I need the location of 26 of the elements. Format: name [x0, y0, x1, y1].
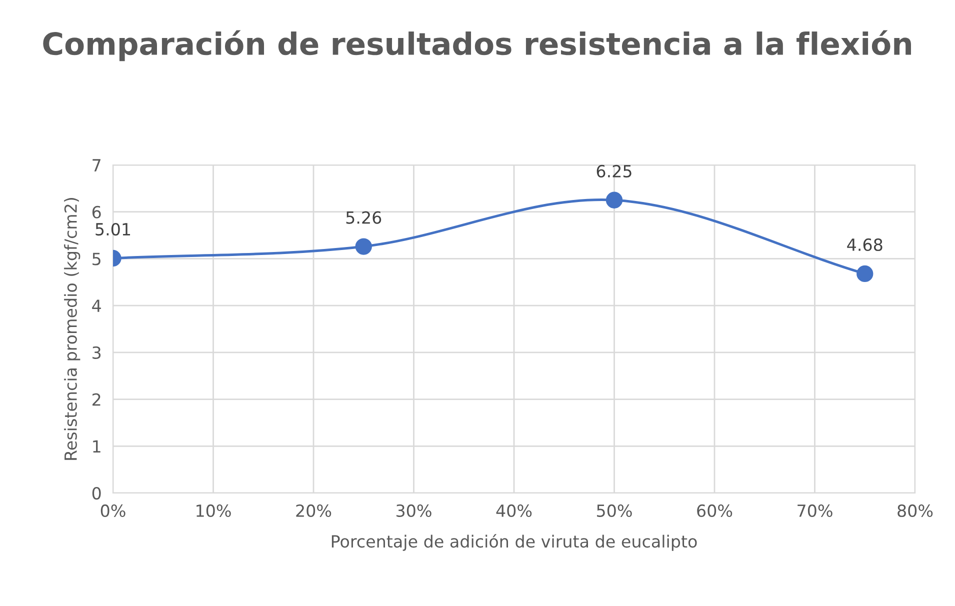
data-label: 4.68: [847, 238, 882, 252]
x-tick-label: 80%: [898, 504, 933, 518]
y-tick-label: 3: [92, 346, 101, 359]
x-tick-label: 10%: [196, 504, 231, 518]
y-tick-label: 7: [92, 159, 100, 172]
y-axis-title: Resistencia promedio (kgf/cm2): [64, 198, 80, 460]
y-tick-label: 5: [92, 252, 100, 266]
chart-title: Comparación de resultados resistencia a la flexión: [43, 30, 911, 62]
data-label: 5.01: [96, 222, 130, 236]
y-tick-label: 4: [92, 300, 101, 312]
x-tick-label: 70%: [798, 504, 832, 518]
y-tick-label: 0: [92, 486, 101, 500]
point: [856, 265, 874, 282]
point: [606, 192, 623, 208]
data-label: 6.25: [596, 164, 632, 178]
y-tick-label: 1: [93, 440, 100, 452]
x-axis-title: Porcentaje de adición de viruta de eucalipto: [332, 534, 697, 551]
y-tick-label: 2: [92, 393, 100, 406]
x-tick-label: 50%: [597, 504, 632, 518]
x-tick-label: 30%: [396, 504, 432, 518]
y-tick-label: 6: [92, 206, 101, 218]
x-tick-label: 40%: [496, 504, 532, 518]
x-tick-label: 0%: [100, 504, 126, 518]
x-tick-label: 20%: [296, 504, 332, 518]
x-tick-label: 60%: [697, 504, 732, 518]
data-label: 5.26: [346, 211, 382, 224]
